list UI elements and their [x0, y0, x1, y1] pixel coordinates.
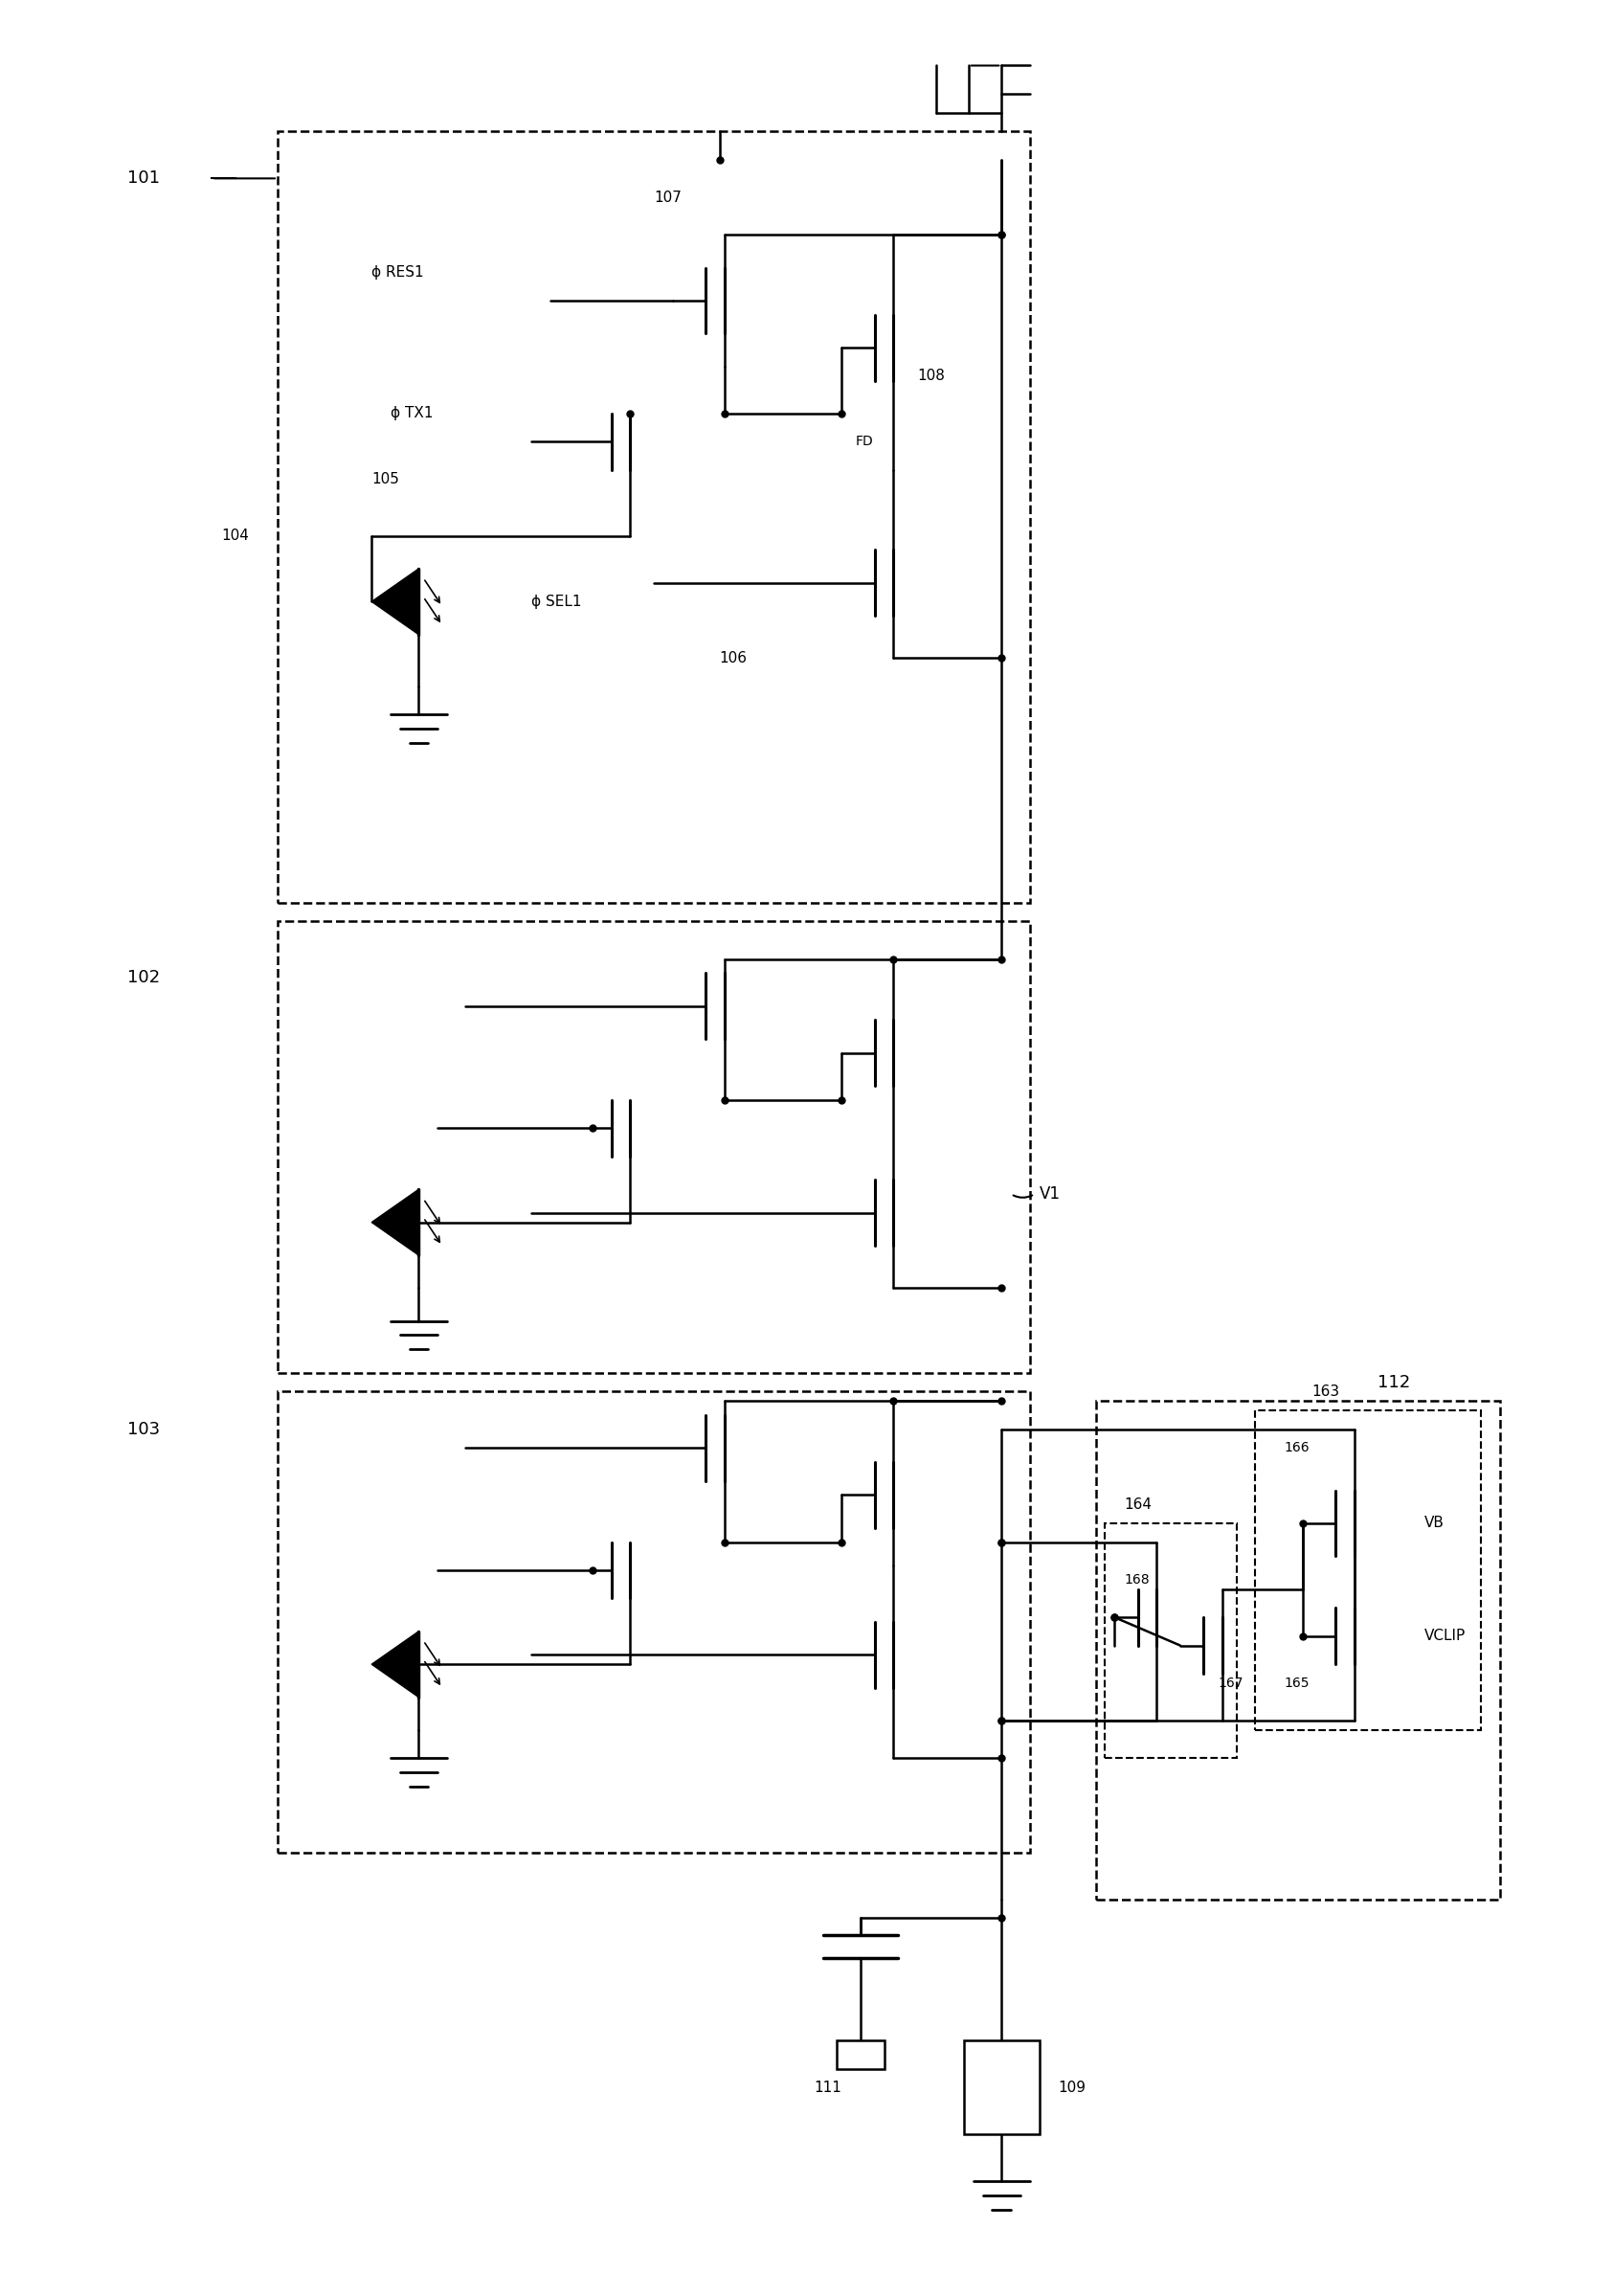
Text: 111: 111: [813, 2080, 842, 2094]
Text: FD: FD: [857, 434, 874, 448]
Bar: [1095, 1401, 1500, 1899]
Text: V1: V1: [1039, 1185, 1060, 1203]
Bar: [277, 131, 1029, 902]
Text: 167: 167: [1218, 1676, 1244, 1690]
Text: ϕ TX1: ϕ TX1: [390, 406, 432, 420]
Text: 112: 112: [1378, 1373, 1410, 1391]
Text: 109: 109: [1058, 2080, 1086, 2094]
Polygon shape: [371, 1189, 419, 1256]
Polygon shape: [371, 569, 419, 634]
Bar: [277, 921, 1029, 1373]
Text: ϕ RES1: ϕ RES1: [371, 266, 424, 280]
Text: 102: 102: [127, 969, 160, 987]
Bar: [965, 2041, 1039, 2135]
Bar: [837, 2041, 884, 2069]
Text: 165: 165: [1284, 1676, 1310, 1690]
Bar: [277, 1391, 1029, 1853]
Text: 163: 163: [1311, 1384, 1340, 1398]
Bar: [1255, 1410, 1481, 1731]
Text: 106: 106: [719, 650, 747, 666]
Text: 101: 101: [127, 170, 160, 186]
Text: 168: 168: [1124, 1573, 1150, 1587]
Text: 107: 107: [653, 191, 681, 204]
Text: 103: 103: [127, 1421, 160, 1437]
Text: ϕ SEL1: ϕ SEL1: [532, 595, 582, 608]
Text: 108: 108: [916, 370, 945, 383]
Text: VB: VB: [1424, 1515, 1445, 1531]
Text: 105: 105: [371, 473, 400, 487]
Bar: [1105, 1522, 1237, 1759]
Polygon shape: [371, 1632, 419, 1697]
Text: 104: 104: [221, 528, 248, 542]
Text: 164: 164: [1124, 1497, 1152, 1511]
Text: 166: 166: [1284, 1442, 1310, 1456]
Text: VCLIP: VCLIP: [1424, 1628, 1466, 1644]
